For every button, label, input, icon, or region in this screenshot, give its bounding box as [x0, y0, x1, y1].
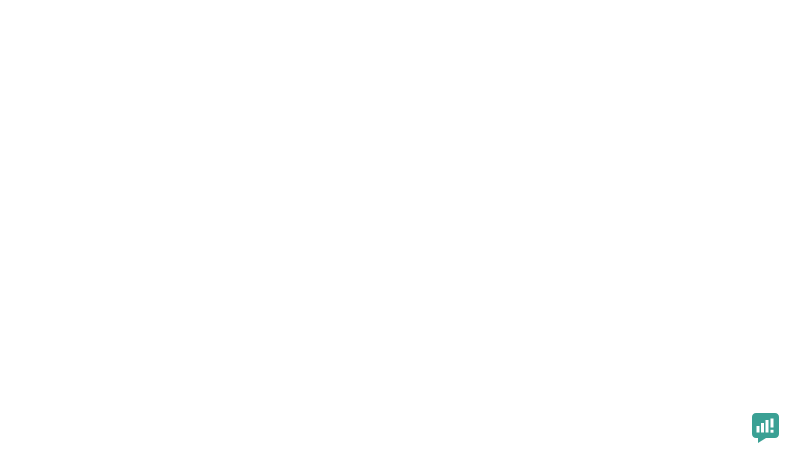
newsworthy-logo-icon [751, 412, 780, 443]
newsworthy-logo[interactable] [751, 412, 788, 443]
